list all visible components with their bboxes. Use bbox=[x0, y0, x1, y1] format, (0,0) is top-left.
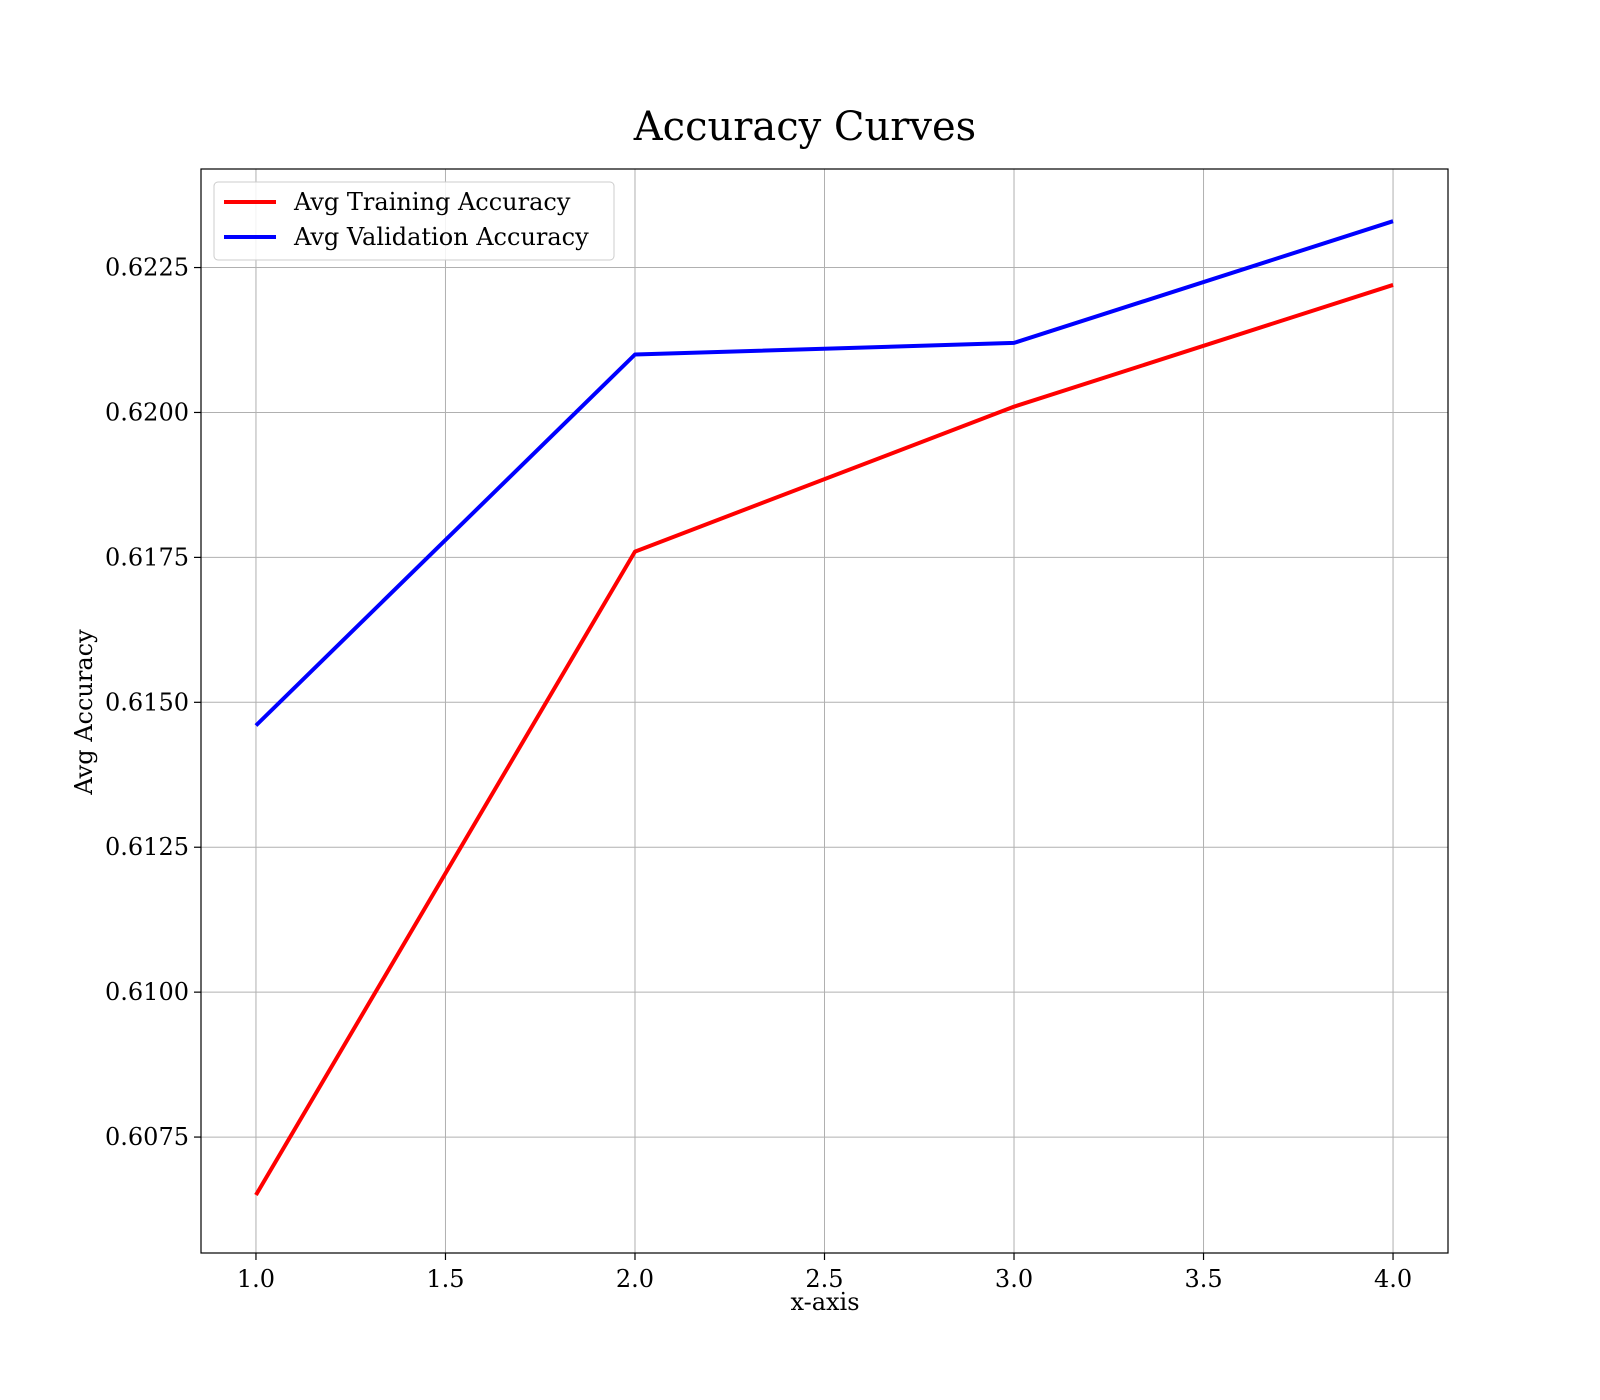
y-tick-label: 0.6225 bbox=[105, 254, 189, 282]
y-tick-label: 0.6125 bbox=[105, 833, 189, 861]
x-tick-label: 2.5 bbox=[805, 1265, 843, 1293]
y-tick-label: 0.6150 bbox=[105, 688, 189, 716]
y-tick-label: 0.6100 bbox=[105, 978, 189, 1006]
chart-title: Accuracy Curves bbox=[633, 104, 976, 150]
y-tick-label: 0.6175 bbox=[105, 543, 189, 571]
grid-layer bbox=[201, 169, 1448, 1253]
series-line-1 bbox=[254, 283, 1394, 1197]
tick-layer: 1.0 1.5 2.0 2.5 3.0 3.5 4.0 0.6075 0.6100 0.6125 0… bbox=[105, 254, 1412, 1293]
legend: Avg Training Accuracy Avg Validation Accu… bbox=[213, 181, 615, 261]
y-tick-label: 0.6200 bbox=[105, 398, 189, 426]
series-layer bbox=[254, 219, 1394, 1197]
x-tick-label: 1.0 bbox=[237, 1265, 275, 1293]
series-line-2 bbox=[254, 219, 1394, 727]
legend-label: Avg Training Accuracy bbox=[293, 188, 571, 216]
y-axis-label: Avg Accuracy bbox=[70, 629, 98, 796]
x-tick-label: 4.0 bbox=[1374, 1265, 1412, 1293]
x-tick-label: 2.0 bbox=[616, 1265, 654, 1293]
x-axis-label: x-axis bbox=[790, 1288, 859, 1316]
x-tick-label: 3.5 bbox=[1184, 1265, 1222, 1293]
x-tick-label: 1.5 bbox=[426, 1265, 464, 1293]
x-tick-label: 3.0 bbox=[995, 1265, 1033, 1293]
y-tick-label: 0.6075 bbox=[105, 1123, 189, 1151]
legend-box bbox=[213, 181, 615, 261]
legend-label: Avg Validation Accuracy bbox=[293, 223, 589, 251]
